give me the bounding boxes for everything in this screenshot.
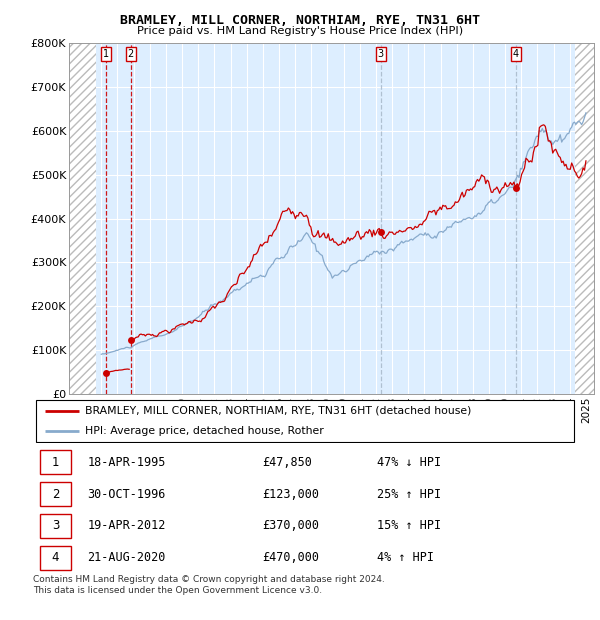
FancyBboxPatch shape — [40, 482, 71, 506]
Text: Price paid vs. HM Land Registry's House Price Index (HPI): Price paid vs. HM Land Registry's House … — [137, 26, 463, 36]
Text: 1: 1 — [103, 48, 109, 59]
Text: 3: 3 — [52, 520, 59, 533]
Text: 15% ↑ HPI: 15% ↑ HPI — [377, 520, 441, 533]
Text: £470,000: £470,000 — [262, 551, 319, 564]
Text: BRAMLEY, MILL CORNER, NORTHIAM, RYE, TN31 6HT (detached house): BRAMLEY, MILL CORNER, NORTHIAM, RYE, TN3… — [85, 405, 471, 416]
Text: £47,850: £47,850 — [262, 456, 312, 469]
Text: 2: 2 — [52, 487, 59, 500]
Text: 47% ↓ HPI: 47% ↓ HPI — [377, 456, 441, 469]
Text: £123,000: £123,000 — [262, 487, 319, 500]
Text: 4: 4 — [52, 551, 59, 564]
FancyBboxPatch shape — [40, 514, 71, 538]
Text: 2: 2 — [128, 48, 134, 59]
Text: 25% ↑ HPI: 25% ↑ HPI — [377, 487, 441, 500]
Text: Contains HM Land Registry data © Crown copyright and database right 2024.
This d: Contains HM Land Registry data © Crown c… — [33, 575, 385, 595]
Text: BRAMLEY, MILL CORNER, NORTHIAM, RYE, TN31 6HT: BRAMLEY, MILL CORNER, NORTHIAM, RYE, TN3… — [120, 14, 480, 27]
Text: 1: 1 — [52, 456, 59, 469]
Text: 30-OCT-1996: 30-OCT-1996 — [88, 487, 166, 500]
FancyBboxPatch shape — [36, 401, 574, 441]
Text: 3: 3 — [377, 48, 383, 59]
Bar — [69, 43, 97, 394]
Text: HPI: Average price, detached house, Rother: HPI: Average price, detached house, Roth… — [85, 426, 323, 436]
Text: £370,000: £370,000 — [262, 520, 319, 533]
Text: 4: 4 — [512, 48, 519, 59]
Text: 19-APR-2012: 19-APR-2012 — [88, 520, 166, 533]
Text: 4% ↑ HPI: 4% ↑ HPI — [377, 551, 434, 564]
FancyBboxPatch shape — [40, 546, 71, 570]
FancyBboxPatch shape — [40, 450, 71, 474]
Text: 18-APR-1995: 18-APR-1995 — [88, 456, 166, 469]
Bar — [575, 43, 594, 394]
Text: 21-AUG-2020: 21-AUG-2020 — [88, 551, 166, 564]
